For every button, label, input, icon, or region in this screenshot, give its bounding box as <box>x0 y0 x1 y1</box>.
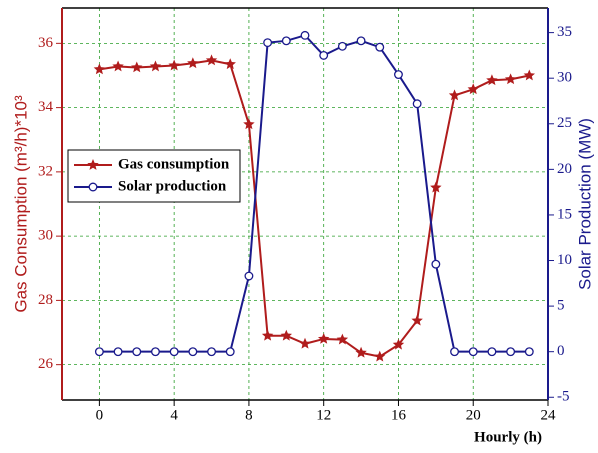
x-tick-label: 24 <box>541 407 557 423</box>
point <box>132 347 142 357</box>
point <box>300 30 310 40</box>
point <box>355 346 367 358</box>
y-tick-label: 26 <box>38 356 54 372</box>
y2-tick-label: 10 <box>557 252 572 268</box>
point <box>299 337 311 349</box>
point <box>336 333 349 345</box>
point <box>431 259 441 269</box>
y-tick-label: 34 <box>38 99 54 115</box>
y-tick-label: 36 <box>38 35 54 51</box>
point <box>207 347 216 357</box>
point <box>374 350 386 362</box>
point <box>169 347 179 357</box>
point <box>224 58 236 70</box>
point <box>281 36 291 46</box>
point <box>430 181 442 193</box>
point <box>113 347 123 357</box>
legend-label: Gas consumption <box>118 156 230 172</box>
point <box>263 38 273 48</box>
point <box>319 50 329 60</box>
point <box>411 314 423 326</box>
point <box>486 74 498 86</box>
x-tick-label: 20 <box>466 407 481 423</box>
point <box>112 60 124 72</box>
y2-axis-label: Solar Production (MW) <box>575 118 594 290</box>
point <box>487 347 497 357</box>
point <box>93 63 106 75</box>
point <box>88 182 98 192</box>
y-axis-label: Gas Consumption (m³/h)*10³ <box>11 95 30 313</box>
point <box>188 347 198 357</box>
point <box>524 347 534 357</box>
point <box>168 59 180 71</box>
point <box>523 69 536 81</box>
y2-tick-label: 5 <box>557 298 565 314</box>
y2-tick-label: -5 <box>557 389 570 405</box>
y2-tick-label: 35 <box>557 24 572 40</box>
x-tick-label: 0 <box>96 407 104 423</box>
x-tick-label: 8 <box>245 407 253 423</box>
y-tick-label: 30 <box>38 228 53 244</box>
y-tick-label: 32 <box>38 163 53 179</box>
point <box>394 70 403 79</box>
series-line <box>99 59 530 358</box>
legend-label: Solar production <box>118 178 227 194</box>
y2-tick-label: 25 <box>557 115 572 131</box>
y2-tick-label: 20 <box>557 161 572 177</box>
point <box>94 347 104 357</box>
x-tick-label: 4 <box>170 407 178 423</box>
point <box>468 347 478 357</box>
point <box>392 338 405 350</box>
point <box>450 347 459 357</box>
x-tick-label: 12 <box>316 407 331 423</box>
point <box>337 41 347 51</box>
point <box>448 89 461 101</box>
point <box>467 83 479 95</box>
point <box>243 118 255 130</box>
point <box>317 332 330 344</box>
y2-tick-label: 30 <box>557 70 572 86</box>
point <box>187 57 199 69</box>
point <box>149 60 162 72</box>
point <box>131 61 143 73</box>
point <box>280 329 293 341</box>
point <box>356 36 366 46</box>
legend-box <box>67 149 241 203</box>
point <box>87 159 99 170</box>
y2-tick-label: 0 <box>557 343 565 359</box>
x-axis-label: Hourly (h) <box>474 429 542 445</box>
point <box>225 347 235 357</box>
point <box>412 99 422 109</box>
y2-tick-label: 15 <box>557 206 572 222</box>
point <box>506 347 516 357</box>
point <box>261 329 274 341</box>
point <box>375 42 385 52</box>
point <box>244 271 254 281</box>
x-tick-label: 16 <box>391 407 407 423</box>
point <box>151 347 160 357</box>
point <box>504 73 517 85</box>
point <box>205 54 218 66</box>
y-tick-label: 28 <box>38 292 53 308</box>
